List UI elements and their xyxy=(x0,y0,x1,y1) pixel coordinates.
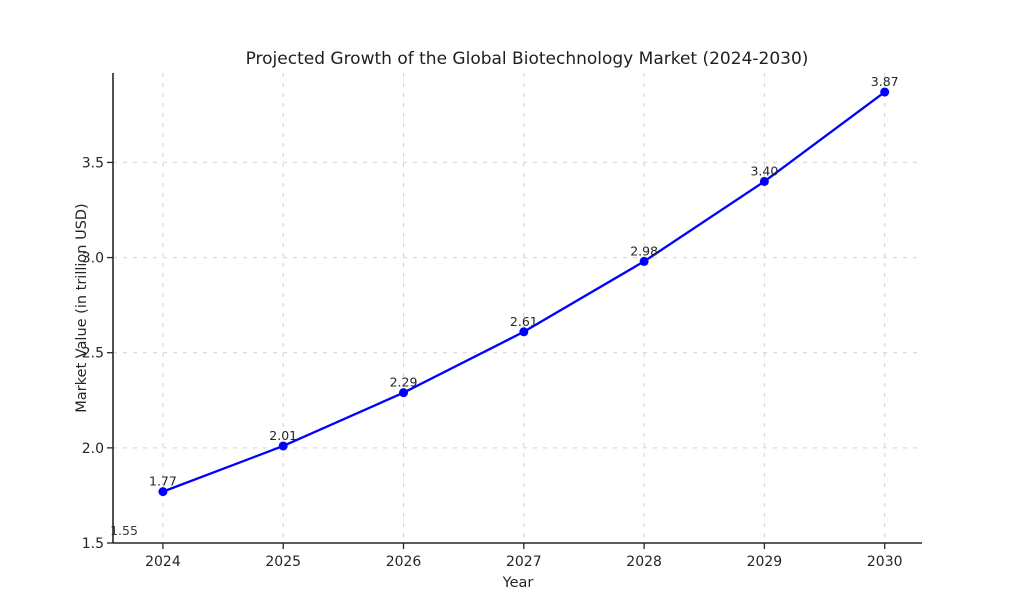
data-point-label: 2.61 xyxy=(510,314,538,329)
x-tick-label: 2026 xyxy=(386,554,422,570)
data-point xyxy=(759,176,769,186)
data-point-label: 3.87 xyxy=(871,74,899,89)
data-point-label: 2.98 xyxy=(630,243,658,258)
data-point xyxy=(278,441,288,451)
x-axis-label: Year xyxy=(502,575,534,591)
y-tick-label: 1.5 xyxy=(82,536,104,552)
data-point xyxy=(880,87,890,97)
y-tick-label: 3.5 xyxy=(82,155,104,171)
x-tick-label: 2029 xyxy=(747,554,783,570)
y-tick-label: 2.0 xyxy=(82,441,104,457)
data-point-label: 3.40 xyxy=(750,163,778,178)
plot-area: 2024 2025 2026 2027 2028 2029 2030 1.5 2.0 2.5 3.0… xyxy=(82,73,922,570)
data-point xyxy=(158,487,168,497)
x-tick-label: 2024 xyxy=(145,554,181,570)
data-point xyxy=(639,256,649,266)
x-tick-label: 2025 xyxy=(265,554,301,570)
data-point xyxy=(519,327,529,337)
corner-annotation: 1.55 xyxy=(110,523,138,538)
data-point-label: 2.29 xyxy=(390,375,418,390)
x-tick-label: 2028 xyxy=(626,554,662,570)
chart-title: Projected Growth of the Global Biotechno… xyxy=(246,49,809,69)
y-tick-label: 2.5 xyxy=(82,346,104,362)
data-point xyxy=(399,388,409,398)
x-tick-label: 2030 xyxy=(867,554,903,570)
y-tick-label: 3.0 xyxy=(82,251,104,267)
data-point-label: 2.01 xyxy=(269,428,297,443)
x-tick-label: 2027 xyxy=(506,554,542,570)
data-point-label: 1.77 xyxy=(149,474,177,489)
y-axis-label: Market Value (in trillion USD) xyxy=(74,203,90,412)
